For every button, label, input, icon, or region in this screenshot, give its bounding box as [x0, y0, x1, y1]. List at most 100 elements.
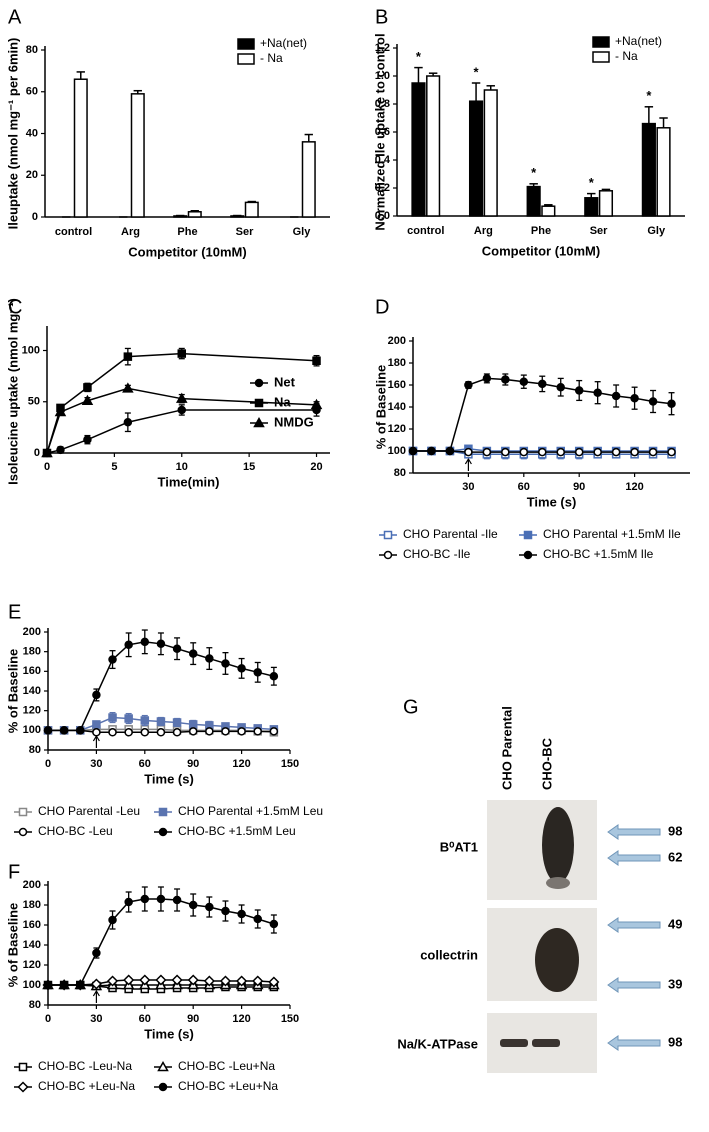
marker	[174, 645, 181, 652]
legend-label: CHO-BC +1.5mM Leu	[178, 824, 296, 838]
marker	[594, 449, 601, 456]
panel-letter: A	[8, 6, 22, 28]
panel-letter: E	[8, 601, 21, 623]
marker	[190, 902, 197, 909]
panel-letter: D	[375, 296, 389, 318]
error-bar	[248, 202, 256, 203]
x-axis-title: Time (s)	[144, 771, 194, 786]
y-tick-label: 200	[23, 879, 41, 891]
bar	[246, 202, 259, 217]
legend-label: Net	[274, 374, 296, 389]
marker	[190, 721, 197, 728]
marker	[125, 729, 132, 736]
marker	[109, 729, 116, 736]
marker	[124, 353, 131, 360]
legend-swatch	[238, 39, 254, 49]
y-tick-label: 160	[23, 919, 41, 931]
y-tick-label: 20	[26, 169, 38, 181]
marker	[174, 719, 181, 726]
y-tick-label: 100	[22, 344, 40, 356]
bar	[303, 142, 316, 217]
legend-label: +Na(net)	[615, 34, 662, 48]
y-tick-label: 180	[23, 899, 41, 911]
marker	[178, 406, 185, 413]
marker-size: 98	[668, 823, 682, 838]
marker	[141, 896, 148, 903]
x-axis-title: Competitor (10mM)	[128, 244, 246, 259]
x-tick-label: 5	[111, 461, 117, 473]
panel-letter: F	[8, 861, 20, 883]
marker	[270, 921, 277, 928]
y-tick-label: 160	[23, 665, 41, 677]
marker	[141, 638, 148, 645]
legend-marker	[525, 532, 532, 539]
marker	[631, 449, 638, 456]
legend-marker	[20, 809, 27, 816]
legend-marker	[385, 552, 392, 559]
bar	[542, 206, 555, 216]
marker	[270, 728, 277, 735]
x-tick-label: Arg	[121, 226, 140, 238]
x-tick-label: 120	[232, 758, 250, 770]
y-tick-label: 180	[388, 357, 406, 369]
marker	[650, 449, 657, 456]
marker	[238, 911, 245, 918]
bar	[643, 124, 656, 216]
x-tick-label: Ser	[590, 225, 608, 237]
band	[535, 928, 579, 992]
marker	[650, 398, 657, 405]
legend-label: CHO-BC +Leu-Na	[38, 1079, 135, 1093]
y-tick-label: 120	[388, 423, 406, 435]
marker	[668, 400, 675, 407]
panel-letter: G	[403, 696, 419, 718]
row-label: B⁰AT1	[440, 839, 478, 854]
marker	[520, 449, 527, 456]
legend-label: CHO Parental -Ile	[403, 527, 498, 541]
x-tick-label: 60	[139, 758, 151, 770]
x-axis-title: Competitor (10mM)	[482, 243, 600, 258]
legend-swatch	[593, 37, 609, 47]
y-tick-label: 180	[23, 646, 41, 658]
lane-label: CHO Parental	[499, 706, 514, 790]
y-tick-label: 200	[388, 335, 406, 347]
marker	[109, 714, 116, 721]
marker	[174, 897, 181, 904]
marker	[254, 669, 261, 676]
bar	[600, 191, 613, 216]
marker	[93, 691, 100, 698]
marker	[238, 665, 245, 672]
x-tick-label: 0	[45, 1013, 51, 1025]
y-tick-label: 200	[23, 626, 41, 638]
bar	[189, 212, 202, 217]
marker	[502, 376, 509, 383]
marker	[125, 715, 132, 722]
x-tick-label: 120	[232, 1013, 250, 1025]
legend-marker	[20, 1064, 27, 1071]
legend-label: CHO-BC -Ile	[403, 547, 471, 561]
y-axis-title: % of Baseline	[5, 903, 20, 988]
x-tick-label: 60	[518, 481, 530, 493]
y-axis-title: Ileuptake (nmol mg⁻¹ per 6min)	[5, 38, 20, 230]
marker	[446, 448, 453, 455]
marker	[539, 449, 546, 456]
marker	[77, 727, 84, 734]
y-tick-label: 80	[26, 44, 38, 56]
marker	[93, 721, 100, 728]
marker	[61, 727, 68, 734]
y-axis-title: % of Baseline	[373, 365, 388, 450]
band	[532, 1039, 560, 1047]
y-tick-label: 80	[394, 467, 406, 479]
row-label: collectrin	[420, 947, 478, 962]
marker-size: 39	[668, 976, 682, 991]
marker	[222, 660, 229, 667]
marker	[190, 728, 197, 735]
y-tick-label: 100	[388, 445, 406, 457]
band	[500, 1039, 528, 1047]
marker	[668, 449, 675, 456]
marker	[93, 950, 100, 957]
y-tick-label: 50	[28, 396, 40, 408]
legend-label: Na	[274, 394, 291, 409]
legend-swatch	[593, 52, 609, 62]
legend-label: +Na(net)	[260, 36, 307, 50]
x-axis-title: Time(min)	[158, 474, 220, 489]
